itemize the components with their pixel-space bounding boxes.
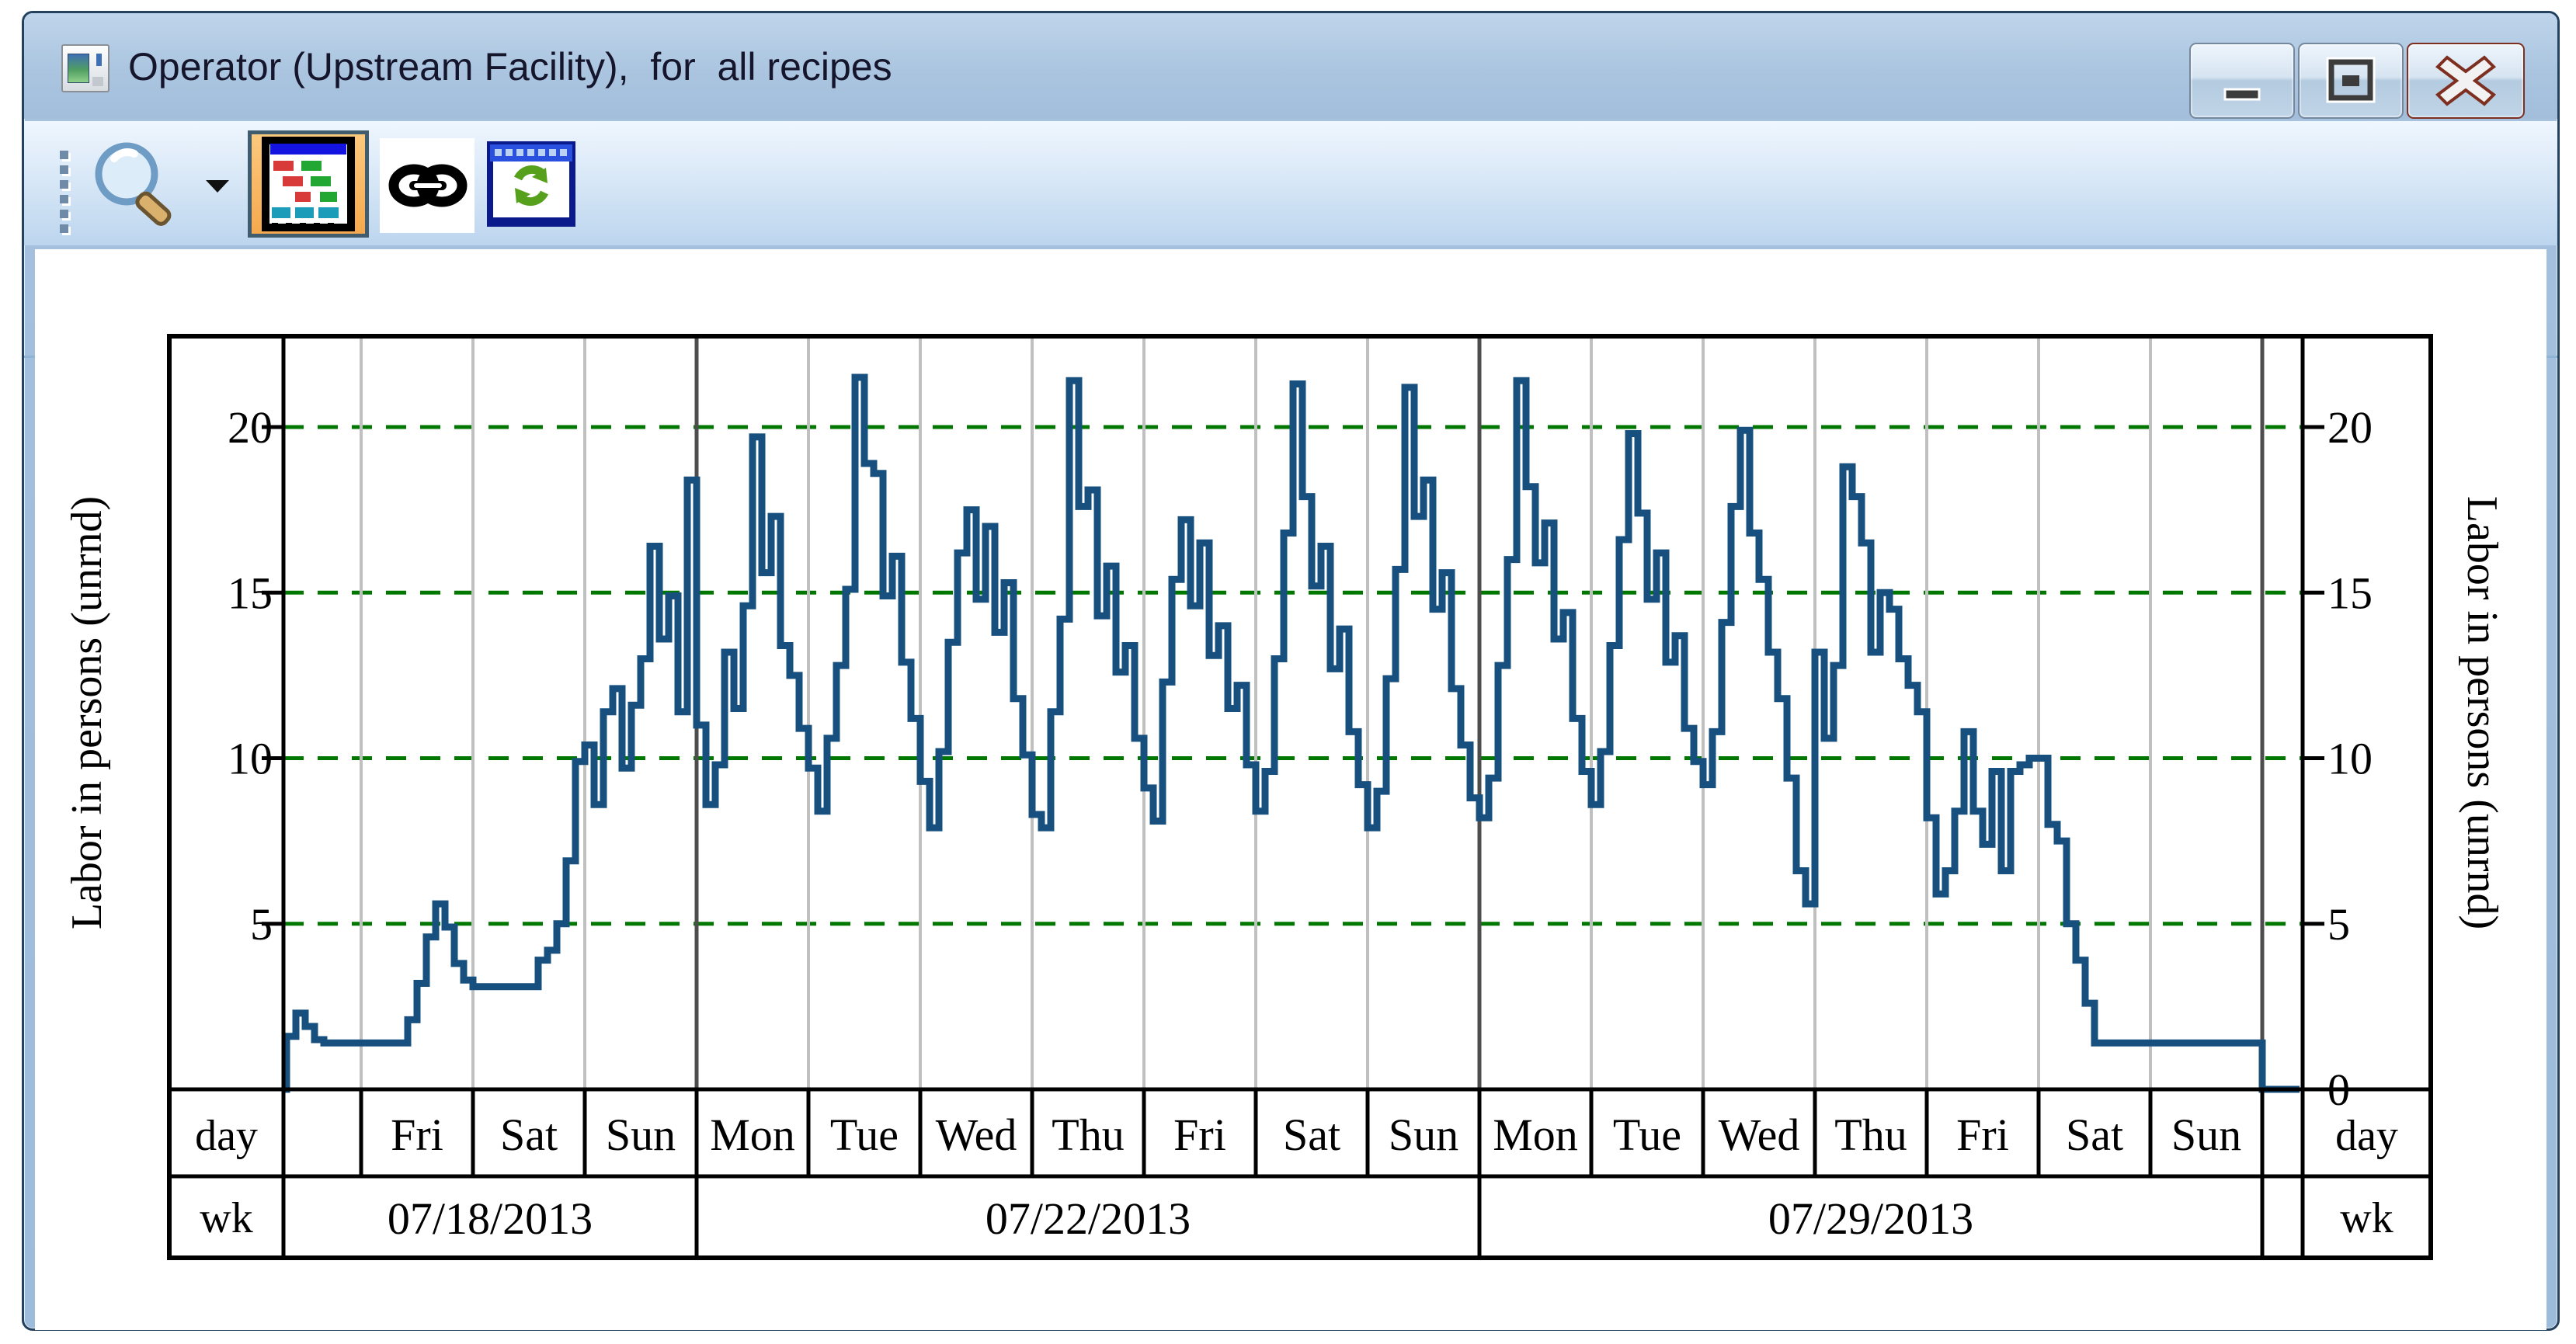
y-axis-title-right: Labor in persons (unrnd)	[2458, 496, 2506, 929]
title-bar[interactable]: Operator (Upstream Facility), for all re…	[24, 13, 2557, 119]
refresh-window-button[interactable]	[484, 138, 579, 233]
day-label: Sun	[2171, 1110, 2241, 1160]
day-label: Tue	[830, 1110, 899, 1160]
chevron-down-icon	[206, 180, 229, 193]
left-tick-label: 10	[228, 734, 273, 784]
wk-row-header: wk	[200, 1194, 252, 1242]
right-tick-label: 10	[2327, 734, 2373, 784]
right-tick-label: 20	[2327, 402, 2373, 453]
close-button[interactable]	[2407, 43, 2525, 119]
day-label: Wed	[1719, 1110, 1800, 1160]
day-label: Sat	[500, 1110, 558, 1160]
zoom-dropdown-arrow[interactable]	[201, 135, 234, 236]
day-row-header: day	[2335, 1112, 2398, 1160]
day-label: Sat	[1283, 1110, 1340, 1160]
day-label: Fri	[391, 1110, 443, 1160]
day-label: Wed	[936, 1110, 1017, 1160]
data-series-line	[283, 373, 2300, 1093]
restore-button[interactable]	[2298, 43, 2404, 119]
day-label: Mon	[710, 1110, 795, 1160]
close-icon	[2435, 55, 2497, 106]
day-label: Fri	[1956, 1110, 2009, 1160]
left-tick-label: 15	[228, 568, 273, 618]
restore-icon	[2326, 57, 2376, 103]
day-label: Sun	[606, 1110, 676, 1160]
day-row-header: day	[195, 1112, 258, 1160]
link-tool-button[interactable]	[380, 138, 475, 233]
day-label: Tue	[1613, 1110, 1681, 1160]
magnifier-icon	[95, 142, 172, 226]
toolbar	[24, 121, 2557, 358]
window-title: Operator (Upstream Facility), for all re…	[128, 45, 892, 89]
y-axis-title-left: Labor in persons (unrnd)	[63, 496, 111, 929]
week-label: 07/22/2013	[986, 1193, 1191, 1244]
day-label: Sat	[2066, 1110, 2123, 1160]
toolbar-grip[interactable]	[60, 144, 71, 233]
day-label: Sun	[1389, 1110, 1458, 1160]
zoom-tool-button[interactable]	[78, 135, 195, 236]
chart-outer-border	[167, 334, 2433, 1260]
right-tick-label: 5	[2327, 899, 2350, 950]
chain-link-icon	[388, 164, 468, 207]
app-window-icon[interactable]	[61, 44, 110, 92]
gantt-chart-icon	[262, 137, 355, 231]
right-tick-label: 15	[2327, 568, 2373, 618]
chart-view-toggle-button[interactable]	[248, 130, 369, 238]
week-label: 07/18/2013	[388, 1193, 593, 1244]
minimize-icon	[2223, 88, 2261, 101]
wk-row-header: wk	[2340, 1194, 2393, 1242]
day-label: Thu	[1834, 1110, 1907, 1160]
left-tick-label: 20	[228, 402, 273, 453]
day-label: Fri	[1173, 1110, 1226, 1160]
window-refresh-icon	[487, 141, 575, 227]
week-label: 07/29/2013	[1768, 1193, 1973, 1244]
minimize-button[interactable]	[2189, 43, 2295, 119]
left-tick-label: 5	[250, 899, 273, 950]
day-label: Thu	[1052, 1110, 1124, 1160]
day-label: Mon	[1493, 1110, 1578, 1160]
